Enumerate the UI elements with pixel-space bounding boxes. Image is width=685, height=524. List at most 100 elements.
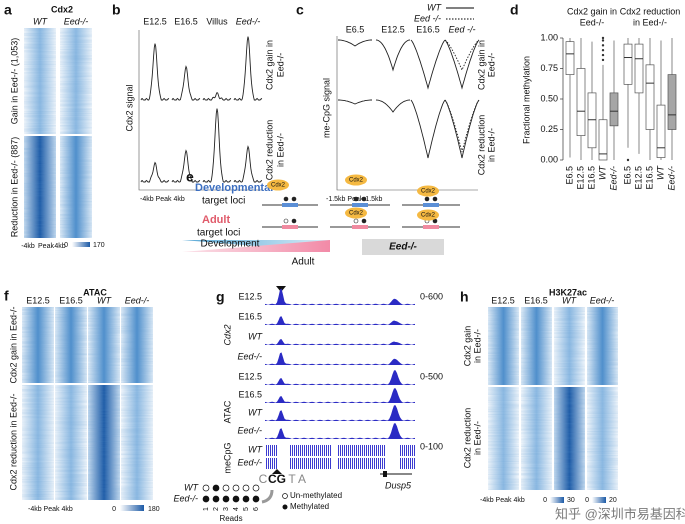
colorbar-label: 20 <box>609 497 617 504</box>
methylation-bar <box>402 458 403 469</box>
heatmap-texture <box>121 307 153 383</box>
colorbar-label: 0 <box>112 506 116 513</box>
methylation-bar <box>370 458 371 469</box>
axis-label: -4kb Peak 4kb <box>28 506 73 513</box>
methylation-bar <box>410 445 411 456</box>
methylation-bar <box>310 458 311 469</box>
cpg <box>361 218 367 224</box>
profile-line <box>171 65 201 101</box>
methylation-bar <box>312 445 313 456</box>
methylation-bar <box>402 445 403 456</box>
methylation-bar <box>348 458 349 469</box>
adult-gradient <box>182 240 330 252</box>
methylation-bar <box>298 445 299 456</box>
gradient-label: Development <box>201 239 260 250</box>
methylation-bar <box>340 458 341 469</box>
loci-label: target loci <box>197 228 240 239</box>
profile-line <box>140 43 170 101</box>
panel-label: d <box>510 2 519 18</box>
heatmap-texture <box>55 307 87 383</box>
read-number: 4 <box>233 507 240 511</box>
signal-track <box>265 339 415 345</box>
sequence-letter: CG <box>268 472 286 486</box>
methylation-bar <box>300 458 301 469</box>
panel-label: b <box>112 2 121 18</box>
cpg-dot <box>222 484 230 492</box>
colorbar-label: 0 <box>543 497 547 504</box>
methylation-bar <box>348 445 349 456</box>
methylation-bar <box>328 445 329 456</box>
heatmap-texture <box>24 28 56 134</box>
cpg-dot <box>252 495 260 503</box>
locus <box>423 203 439 207</box>
read-row-label: WT <box>184 482 199 492</box>
methylation-bar <box>302 458 303 469</box>
methylation-bar <box>372 445 373 456</box>
cpg <box>283 218 289 224</box>
methylation-bar <box>292 445 293 456</box>
profile-line <box>444 39 480 90</box>
colorbar <box>592 497 606 503</box>
gene-exon <box>383 471 387 477</box>
eed-box <box>362 239 444 255</box>
cpg-dot <box>242 484 250 492</box>
methylation-bar <box>314 458 315 469</box>
loci-label: target loci <box>202 196 245 207</box>
methylation-bar <box>330 458 331 469</box>
locus <box>282 203 298 207</box>
column-header: E16.5 <box>59 295 83 305</box>
row-label: Cdx2 gain in <box>264 40 274 90</box>
methylation-bar <box>354 458 355 469</box>
methylation-bar <box>308 458 309 469</box>
reads-label: Reads <box>219 514 242 523</box>
methylation-bar <box>302 445 303 456</box>
row-label: Cdx2 gain in Eed-/- <box>8 306 18 383</box>
heatmap-texture <box>121 385 153 500</box>
methylation-bar <box>370 445 371 456</box>
methylation-bar <box>374 445 375 456</box>
methylation-bar <box>274 458 275 469</box>
box <box>609 92 619 127</box>
methylation-bar <box>352 445 353 456</box>
y-label: Fractional methylation <box>521 56 531 144</box>
watermark: 知乎 @深圳市易基因科技 <box>555 506 685 521</box>
cpg <box>291 218 297 224</box>
methylation-bar <box>326 458 327 469</box>
profile-line <box>338 99 372 105</box>
sequence-letter: C <box>259 472 268 486</box>
methylation-bar <box>382 458 383 469</box>
read-row-label: Eed-/- <box>173 493 198 503</box>
methylation-bar <box>376 458 377 469</box>
methylation-bar <box>380 458 381 469</box>
x-tick-label: E12.5 <box>633 166 643 190</box>
methylation-bar <box>338 458 339 469</box>
methylation-bar <box>354 445 355 456</box>
methylation-bar <box>328 458 329 469</box>
locus <box>282 225 298 229</box>
colorbar-label: 180 <box>148 506 160 513</box>
axis-label: 4kb <box>54 243 65 250</box>
box <box>667 74 677 130</box>
heatmap-texture <box>55 385 87 500</box>
outlier <box>601 39 605 42</box>
group-label: Cdx2 <box>222 324 232 345</box>
methylation-bar <box>378 445 379 456</box>
row-label: Eed-/- <box>275 53 285 78</box>
axis-line <box>336 36 478 191</box>
row-label: Gain in Eed-/- (1,053) <box>9 38 19 125</box>
heatmap-texture <box>60 28 92 134</box>
methylation-bar <box>376 445 377 456</box>
column-header: Eed-/- <box>236 16 261 26</box>
cpg-dot <box>212 495 220 503</box>
methylation-bar <box>272 458 273 469</box>
column-header: Villus <box>206 16 228 26</box>
profile-line <box>202 91 232 101</box>
methylation-bar <box>414 445 415 456</box>
profile-line <box>233 36 263 101</box>
axis-label: -4kb Peak 4kb <box>480 497 525 504</box>
methylation-bar <box>406 445 407 456</box>
methylation-bar <box>358 458 359 469</box>
methylation-bar <box>346 445 347 456</box>
cdx2-chip <box>345 174 367 186</box>
